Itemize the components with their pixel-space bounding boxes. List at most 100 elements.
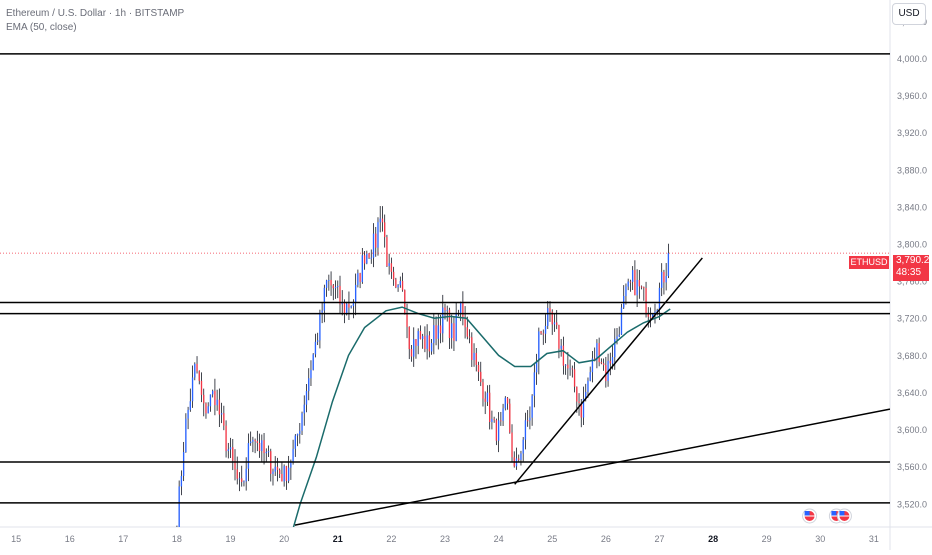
candle-body xyxy=(560,345,562,349)
candle-body xyxy=(451,323,453,339)
candle-body xyxy=(631,270,634,282)
candle-body xyxy=(236,469,238,479)
y-tick-label: 3,760.0 xyxy=(897,277,927,287)
candle-body xyxy=(292,448,294,463)
candle-body xyxy=(618,334,620,337)
candle-body xyxy=(377,222,379,248)
x-tick-label: 20 xyxy=(279,534,289,544)
y-tick-label: 3,840.0 xyxy=(897,202,927,212)
candle-body xyxy=(279,469,281,474)
candle-body xyxy=(232,447,234,461)
event-flag-blue xyxy=(839,511,845,516)
candle-body xyxy=(258,442,261,451)
currency-button[interactable]: USD xyxy=(892,3,926,25)
candle-body xyxy=(468,336,471,338)
y-tick-label: 3,800.0 xyxy=(897,240,927,250)
candle-body xyxy=(185,418,187,453)
candle-body xyxy=(287,467,290,481)
candle-body xyxy=(611,357,614,364)
candle-body xyxy=(337,285,339,287)
candle-body xyxy=(272,471,274,474)
candle-body xyxy=(576,386,578,402)
candle-body xyxy=(480,371,482,383)
candle-body xyxy=(665,276,667,283)
candle-body xyxy=(301,413,303,431)
x-tick-label: 24 xyxy=(494,534,504,544)
candle-body xyxy=(308,378,310,392)
bar-countdown: 48:35 xyxy=(896,267,922,278)
candle-body xyxy=(453,323,455,341)
candle-body xyxy=(406,314,408,327)
y-tick-label: 3,600.0 xyxy=(897,425,927,435)
candle-body xyxy=(372,233,375,258)
candle-body xyxy=(218,399,221,415)
candle-body xyxy=(620,307,623,335)
candle-body xyxy=(640,286,643,288)
candle-body xyxy=(348,303,350,308)
x-tick-label: 23 xyxy=(440,534,450,544)
candle-body xyxy=(486,392,489,402)
x-tick-label: 16 xyxy=(65,534,75,544)
candle-body xyxy=(466,327,469,337)
candle-body xyxy=(562,345,565,366)
candle-body xyxy=(384,222,386,238)
candle-body xyxy=(645,288,647,314)
candle-body xyxy=(495,420,498,441)
candle-body xyxy=(556,322,558,326)
candle-body xyxy=(265,451,267,454)
candle-body xyxy=(442,307,444,334)
candle-body xyxy=(419,330,422,339)
x-tick-label: 25 xyxy=(547,534,557,544)
candle-body xyxy=(652,313,654,318)
x-tick-label: 31 xyxy=(869,534,879,544)
candle-body xyxy=(658,287,661,310)
candle-body xyxy=(504,397,506,409)
candle-body xyxy=(471,337,473,360)
x-tick-label: 18 xyxy=(172,534,182,544)
candle-body xyxy=(381,218,384,223)
candle-body xyxy=(216,399,218,406)
candle-body xyxy=(203,394,205,404)
candle-body xyxy=(366,253,368,264)
candle-body xyxy=(187,409,189,419)
candle-body xyxy=(426,335,428,349)
symbol-tag: ETHUSD xyxy=(849,256,889,269)
candle-body xyxy=(549,308,551,312)
candle-body xyxy=(312,354,314,370)
candle-body xyxy=(667,253,670,277)
candle-body xyxy=(330,279,332,286)
candle-body xyxy=(321,310,323,313)
candle-body xyxy=(285,466,288,481)
candle-body xyxy=(325,280,328,288)
candle-body xyxy=(267,451,270,453)
candle-body xyxy=(220,413,223,415)
candle-body xyxy=(580,403,582,418)
candle-body xyxy=(433,325,435,343)
candle-body xyxy=(205,403,207,414)
candle-body xyxy=(261,440,263,451)
candle-body xyxy=(189,401,192,410)
candle-body xyxy=(569,368,571,370)
candle-body xyxy=(234,460,236,470)
candle-body xyxy=(410,349,413,357)
candle-body xyxy=(502,408,504,421)
candle-body xyxy=(511,432,513,458)
last-price-label: 3,790.2 48:35 xyxy=(893,255,929,281)
y-tick-label: 3,920.0 xyxy=(897,128,927,138)
x-tick-label: 17 xyxy=(118,534,128,544)
candle-body xyxy=(399,281,401,286)
x-tick-label: 21 xyxy=(333,534,343,544)
candle-body xyxy=(332,285,334,289)
candle-body xyxy=(553,322,556,325)
x-tick-label: 15 xyxy=(11,534,21,544)
candle-body xyxy=(413,339,415,357)
candle-body xyxy=(428,335,431,352)
candle-body xyxy=(614,339,616,358)
candle-body xyxy=(475,352,477,365)
candle-body xyxy=(290,462,292,468)
candle-body xyxy=(252,439,254,442)
candle-body xyxy=(254,439,256,442)
candle-body xyxy=(247,443,250,469)
